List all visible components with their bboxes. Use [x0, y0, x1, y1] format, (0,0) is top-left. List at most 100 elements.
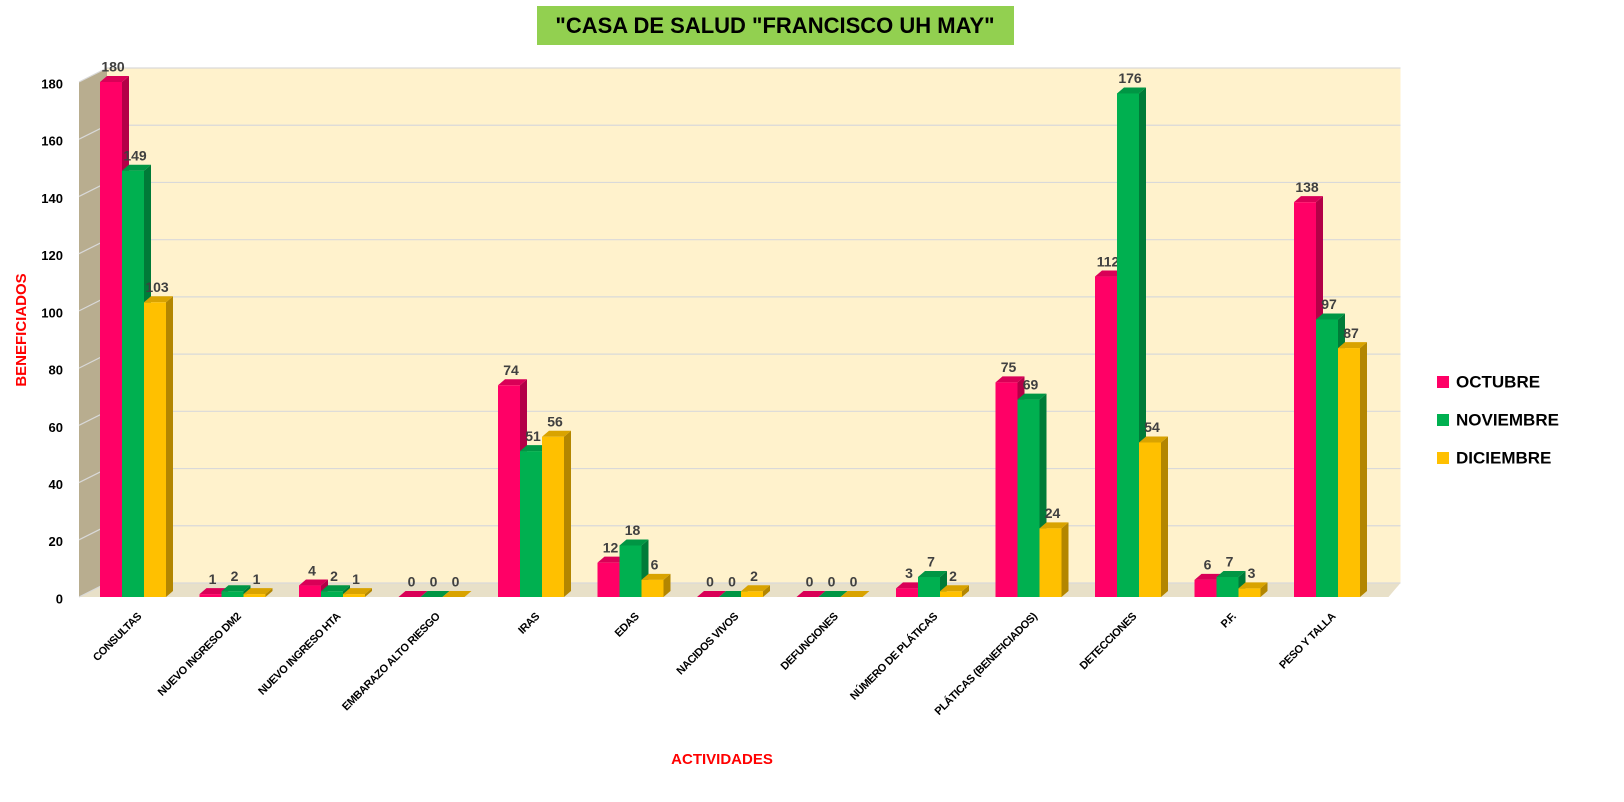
bar: [144, 296, 173, 597]
x-tick-label: EDAS: [613, 611, 642, 640]
value-label: 12: [603, 539, 619, 555]
y-tick-label: 80: [49, 363, 63, 378]
bar-front: [498, 385, 520, 597]
legend-label: DICIEMBRE: [1456, 448, 1551, 467]
bar-front: [940, 591, 962, 597]
bar-front: [520, 451, 542, 597]
bar-front: [1338, 348, 1360, 597]
x-tick-label: DETECCIONES: [1078, 611, 1140, 673]
bar: [741, 585, 770, 597]
y-tick-label: 120: [41, 248, 63, 263]
bar-side: [1161, 436, 1168, 597]
bar-front: [1095, 276, 1117, 597]
value-label: 4: [308, 562, 316, 578]
bar-side: [1360, 342, 1367, 597]
x-tick-label: PESO Y TALLA: [1277, 610, 1338, 671]
value-label: 74: [503, 362, 519, 378]
x-tick-label: NUEVO INGRESO DM2: [156, 610, 244, 698]
bar-top: [122, 164, 151, 171]
bar-top: [442, 591, 472, 597]
bar-side: [1260, 582, 1268, 597]
value-label: 6: [1204, 557, 1212, 573]
bar-front: [321, 591, 343, 597]
value-label: 1: [352, 571, 360, 587]
bar-front: [542, 436, 564, 597]
bar-top: [641, 573, 671, 580]
value-label: 0: [850, 574, 858, 590]
y-tick-label: 0: [56, 591, 63, 606]
bar: [1238, 582, 1268, 597]
bar-top: [1338, 342, 1367, 349]
bar: [343, 588, 372, 597]
chart-title: "CASA DE SALUD "FRANCISCO UH MAY": [555, 13, 994, 38]
value-label: 87: [1343, 325, 1359, 341]
legend-swatch: [1437, 376, 1449, 388]
value-label: 180: [101, 59, 125, 75]
bar: [420, 591, 450, 597]
value-label: 0: [706, 574, 714, 590]
bar-front: [641, 579, 664, 597]
y-tick-label: 100: [41, 305, 63, 320]
bar-top: [796, 591, 826, 597]
value-label: 0: [408, 574, 416, 590]
bar-top: [741, 585, 770, 592]
bar-front: [1216, 576, 1239, 597]
legend-label: NOVIEMBRE: [1456, 410, 1559, 429]
bar-top: [1017, 393, 1047, 400]
x-tick-label: CONSULTAS: [91, 611, 144, 664]
value-label: 176: [1118, 70, 1142, 86]
bar-side: [564, 430, 571, 597]
y-axis-title: BENEFICIADOS: [13, 273, 30, 386]
bar-front: [741, 591, 763, 597]
bar-top: [144, 296, 173, 303]
bar-top: [1194, 573, 1224, 580]
bar-front: [122, 170, 144, 597]
bar-top: [597, 556, 627, 563]
back-wall: [107, 68, 1401, 583]
value-label: 0: [828, 574, 836, 590]
bar-front: [199, 594, 222, 597]
value-label: 97: [1321, 296, 1337, 312]
bar-top: [818, 591, 848, 597]
bar-front: [221, 591, 244, 597]
value-label: 112: [1097, 253, 1120, 269]
bar-top: [619, 539, 649, 546]
bar: [398, 591, 428, 597]
value-label: 7: [1226, 554, 1234, 570]
value-label: 149: [123, 147, 147, 163]
bar-side: [962, 585, 969, 597]
legend-label: OCTUBRE: [1456, 372, 1540, 391]
bar: [1338, 342, 1367, 597]
bar-front: [1294, 202, 1316, 597]
bar-top: [1294, 196, 1323, 203]
bar-front: [1238, 588, 1261, 597]
bar-front: [597, 562, 620, 597]
bar-front: [1039, 528, 1062, 597]
bar-side: [365, 588, 372, 597]
x-tick-label: DEFUNCIONES: [779, 611, 841, 673]
x-tick-label: NUEVO INGRESO HTA: [256, 610, 343, 697]
value-label: 75: [1001, 359, 1017, 375]
bar-front: [1017, 399, 1040, 597]
value-label: 54: [1144, 419, 1160, 435]
bar-top: [697, 591, 726, 597]
bar-top: [896, 582, 925, 589]
bar-top: [100, 76, 129, 82]
bar: [840, 591, 870, 597]
value-label: 0: [452, 574, 460, 590]
bar-side: [166, 296, 173, 597]
value-label: 18: [625, 522, 641, 538]
value-label: 51: [525, 428, 541, 444]
x-tick-label: IRAS: [516, 611, 542, 637]
bar-top: [299, 579, 328, 586]
bar: [697, 591, 726, 597]
value-label: 2: [949, 568, 957, 584]
value-label: 69: [1023, 376, 1039, 392]
bar-top: [498, 379, 527, 386]
legend-swatch: [1437, 414, 1449, 426]
bar-top: [918, 570, 947, 577]
bar-top: [719, 591, 748, 597]
bar-top: [1216, 570, 1246, 577]
value-label: 3: [1248, 565, 1256, 581]
